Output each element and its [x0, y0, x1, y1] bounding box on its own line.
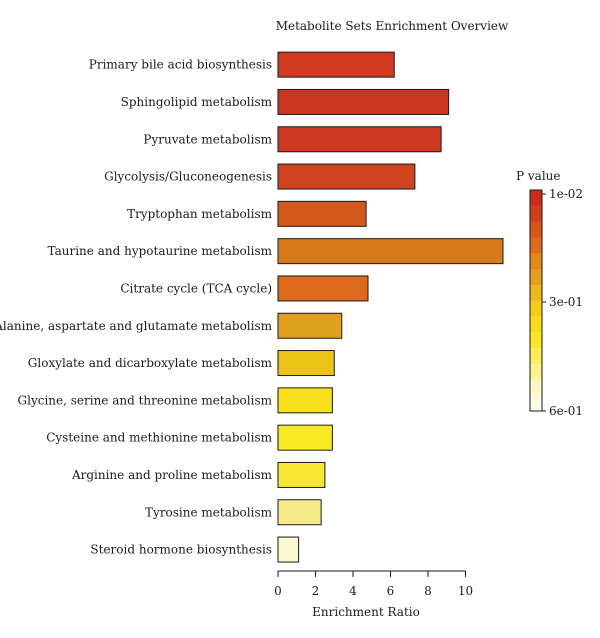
- legend-color-step: [530, 332, 542, 349]
- category-label: Citrate cycle (TCA cycle): [120, 281, 272, 295]
- bar: [277, 126, 442, 153]
- legend-color-step: [530, 284, 542, 302]
- category-label: Gloxylate and dicarboxylate metabolism: [28, 356, 273, 370]
- legend-color-step: [530, 205, 542, 223]
- category-label: Alanine, aspartate and glutamate metabol…: [0, 319, 273, 333]
- x-tick-label: 4: [349, 584, 357, 598]
- legend-color-scale: [530, 190, 542, 412]
- x-tick-label: 2: [312, 584, 320, 598]
- bar: [277, 461, 326, 488]
- category-label: Sphingolipid metabolism: [121, 95, 273, 109]
- legend-title: P value: [516, 169, 561, 183]
- bar: [277, 424, 333, 451]
- bar: [277, 499, 322, 526]
- pvalue-legend: P value 1e-02 3e-01 6e-01: [516, 169, 583, 418]
- legend-color-step: [530, 316, 542, 333]
- bar: [277, 88, 450, 115]
- legend-color-step: [530, 237, 542, 254]
- bar: [277, 387, 333, 414]
- category-label: Cysteine and methionine metabolism: [46, 431, 272, 445]
- category-labels: Primary bile acid biosynthesis Sphingolip…: [0, 58, 273, 557]
- bar: [277, 275, 369, 302]
- legend-color-step: [530, 347, 542, 365]
- legend-color-step: [530, 300, 542, 317]
- x-tick-label: 6: [387, 584, 395, 598]
- x-axis: 0 2 4 6 8 10: [274, 570, 473, 598]
- legend-label: 6e-01: [549, 404, 583, 418]
- bar: [277, 238, 504, 265]
- legend-color-step: [530, 221, 542, 238]
- bar: [277, 51, 395, 78]
- legend-color-step: [530, 363, 542, 381]
- legend-labels: 1e-02 3e-01 6e-01: [542, 187, 583, 418]
- x-axis-label: Enrichment Ratio: [312, 605, 420, 619]
- category-label: Steroid hormone biosynthesis: [90, 543, 272, 557]
- legend-color-step: [530, 395, 542, 412]
- legend-frame: [529, 189, 543, 412]
- category-label: Taurine and hypotaurine metabolism: [48, 244, 273, 258]
- bar: [277, 312, 343, 339]
- x-tick-label: 0: [274, 584, 282, 598]
- category-label: Tryptophan metabolism: [127, 207, 273, 221]
- category-label: Tyrosine metabolism: [145, 505, 273, 519]
- bars-group: [277, 51, 504, 563]
- category-label: Glycine, serine and threonine metabolism: [18, 393, 273, 407]
- bar: [277, 536, 300, 563]
- x-tick-label: 10: [458, 584, 473, 598]
- x-tick-label: 8: [424, 584, 432, 598]
- legend-label: 1e-02: [549, 187, 583, 201]
- category-label: Glycolysis/Gluconeogenesis: [104, 170, 272, 184]
- bar: [277, 200, 367, 227]
- legend-color-step: [530, 190, 542, 207]
- category-label: Primary bile acid biosynthesis: [89, 58, 272, 72]
- bar: [277, 350, 335, 377]
- category-label: Pyruvate metabolism: [143, 132, 272, 146]
- bar: [277, 163, 416, 190]
- chart-title: Metabolite Sets Enrichment Overview: [276, 19, 509, 33]
- legend-label: 3e-01: [549, 295, 583, 309]
- category-label: Arginine and proline metabolism: [71, 468, 273, 482]
- legend-color-step: [530, 268, 542, 286]
- legend-color-step: [530, 379, 542, 396]
- legend-color-step: [530, 253, 542, 270]
